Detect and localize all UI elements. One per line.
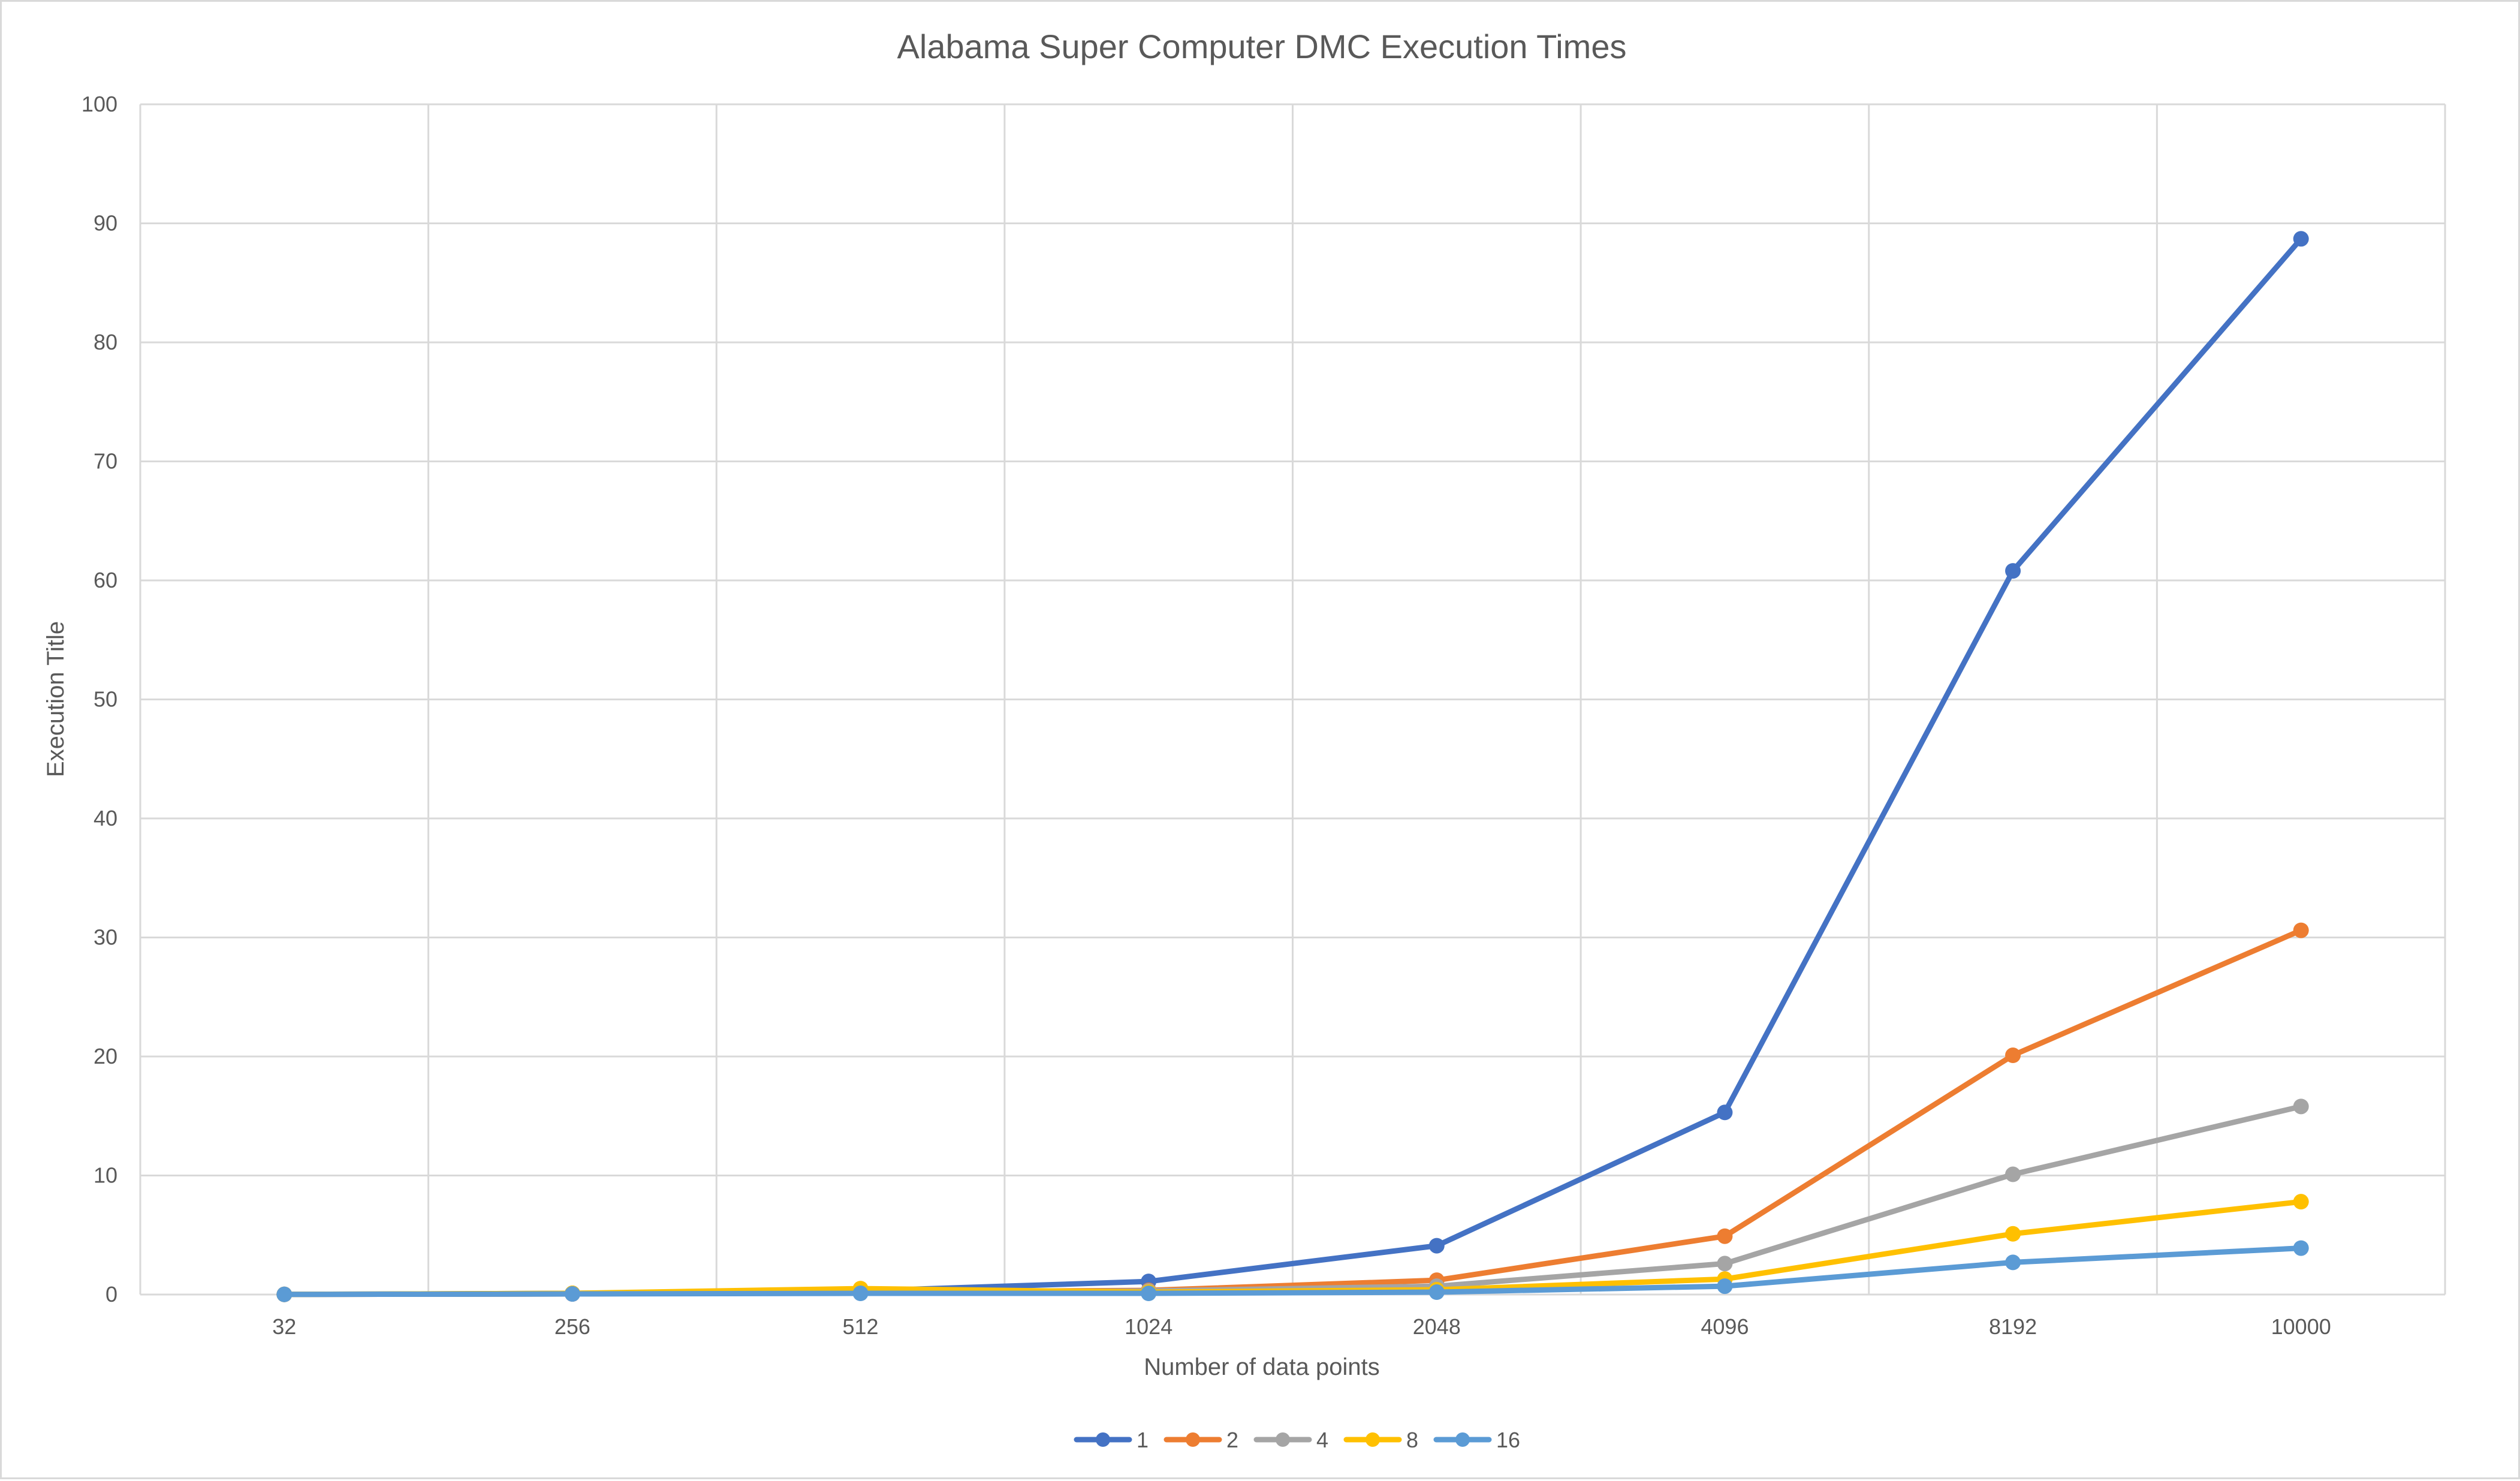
data-point (1717, 1228, 1733, 1244)
legend-marker (1186, 1432, 1200, 1447)
y-axis-title: Execution Title (43, 621, 69, 777)
y-tick-label: 60 (94, 568, 117, 592)
x-tick-label: 32 (272, 1314, 296, 1339)
chart-title: Alabama Super Computer DMC Execution Tim… (897, 28, 1627, 65)
data-point (1717, 1104, 1733, 1121)
data-point (2293, 1240, 2309, 1256)
data-point (1717, 1278, 1733, 1295)
y-tick-label: 40 (94, 806, 117, 830)
x-axis-ticks: 32 256 512 1024 2048 4096 8192 10000 (272, 1314, 2331, 1339)
series-16 (276, 1240, 2309, 1302)
legend-item-1: 1 (1074, 1428, 1149, 1452)
legend-label: 1 (1137, 1428, 1149, 1452)
legend-marker (1276, 1432, 1290, 1447)
data-point (564, 1286, 580, 1302)
x-tick-label: 10000 (2271, 1314, 2331, 1339)
legend-marker (1455, 1432, 1470, 1447)
data-point (2005, 1166, 2021, 1182)
legend: 1 2 4 8 16 (1074, 1428, 1520, 1452)
data-point (276, 1286, 293, 1302)
y-axis-ticks: 0 10 20 30 40 50 60 70 80 90 100 (82, 92, 117, 1307)
legend-item-16: 16 (1433, 1428, 1520, 1452)
data-point (2005, 1254, 2021, 1271)
data-point (2005, 1047, 2021, 1064)
data-point (1428, 1238, 1445, 1254)
legend-marker (1096, 1432, 1110, 1447)
gridlines (139, 103, 2446, 1296)
data-point (2293, 231, 2309, 247)
legend-item-2: 2 (1163, 1428, 1238, 1452)
x-tick-label: 2048 (1413, 1314, 1461, 1339)
y-tick-label: 90 (94, 211, 117, 236)
x-tick-label: 8192 (1989, 1314, 2037, 1339)
data-point (1428, 1284, 1445, 1301)
data-point (2293, 922, 2309, 938)
y-tick-label: 70 (94, 449, 117, 474)
legend-marker (1365, 1432, 1380, 1447)
data-point (852, 1286, 869, 1302)
x-tick-label: 1024 (1125, 1314, 1172, 1339)
data-point (2293, 1194, 2309, 1210)
legend-label: 4 (1316, 1428, 1328, 1452)
legend-label: 16 (1496, 1428, 1520, 1452)
y-tick-label: 100 (82, 92, 117, 116)
plot-series (276, 231, 2309, 1302)
legend-label: 8 (1406, 1428, 1418, 1452)
data-point (1717, 1256, 1733, 1272)
y-tick-label: 50 (94, 687, 117, 712)
legend-label: 2 (1226, 1428, 1238, 1452)
data-point (1141, 1286, 1157, 1302)
legend-item-4: 4 (1253, 1428, 1328, 1452)
data-point (2005, 1226, 2021, 1242)
x-axis-title: Number of data points (1144, 1354, 1380, 1380)
x-tick-label: 4096 (1701, 1314, 1749, 1339)
x-tick-label: 512 (843, 1314, 879, 1339)
y-tick-label: 10 (94, 1163, 117, 1188)
y-tick-label: 30 (94, 925, 117, 950)
x-tick-label: 256 (554, 1314, 590, 1339)
y-tick-label: 80 (94, 330, 117, 354)
legend-item-8: 8 (1343, 1428, 1418, 1452)
series-line (281, 1245, 2304, 1298)
y-tick-label: 0 (105, 1282, 117, 1307)
data-point (2005, 563, 2021, 579)
y-tick-label: 20 (94, 1044, 117, 1068)
data-point (2293, 1098, 2309, 1115)
